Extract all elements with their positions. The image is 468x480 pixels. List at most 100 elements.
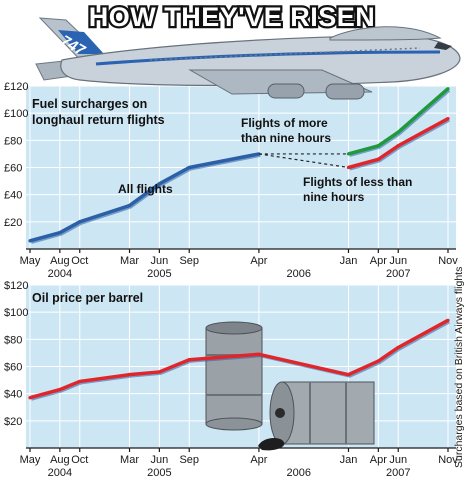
x-tick-label: Jun	[151, 454, 169, 466]
fuel-point-0-2	[78, 220, 82, 224]
oil-price-chart: $120 $100 $80 $60 $40 $20 May Aug Oct Mar Jun Sep A…	[4, 280, 458, 479]
x-tick-label: May	[20, 454, 41, 466]
y-tick-label: $20	[4, 416, 22, 428]
fuel-point-0-1	[58, 231, 62, 235]
fuel-point-0-4	[157, 182, 161, 186]
year-label: 2004	[48, 467, 72, 479]
fuel-point-1-1	[376, 144, 380, 148]
fuel-point-2-2	[396, 144, 400, 148]
fuel-chart-series	[28, 87, 451, 244]
oil-series-shadow-0	[31, 321, 450, 401]
fuel-chart-grid	[26, 85, 456, 249]
x-tick-label: Oct	[71, 454, 88, 466]
plane-tail-stripe	[58, 30, 104, 54]
y-tick-label: £120	[4, 81, 28, 93]
oil-point-0-6	[257, 352, 261, 356]
fuel-point-1-0	[346, 152, 351, 156]
y-tick-label: £100	[4, 108, 28, 120]
fuel-point-2-1	[376, 157, 380, 161]
oil-point-0-9	[396, 345, 400, 350]
annotation-short-flights: Flights of less than nine hours	[303, 175, 416, 204]
x-tick-label: Apr	[370, 255, 387, 267]
y-tick-label: $40	[4, 389, 22, 401]
oil-point-0-4	[157, 370, 161, 374]
x-tick-label: Apr	[370, 454, 387, 466]
lying-barrel	[281, 381, 375, 445]
fuel-surcharge-chart: £120 £100 £80 £60 £40 £20 May Aug Oct Mar Jun Sep A…	[4, 81, 458, 280]
oil-point-0-10	[446, 318, 450, 322]
y-tick-label: $80	[4, 334, 22, 346]
oil-point-0-8	[376, 359, 380, 363]
x-tick-label: Jun	[389, 454, 407, 466]
x-tick-label: Aug	[50, 454, 70, 466]
y-tick-label: £40	[4, 190, 22, 202]
year-label: 2007	[386, 268, 410, 280]
year-label: 2004	[48, 268, 72, 280]
x-tick-label: Sep	[179, 454, 199, 466]
x-tick-label: Sep	[179, 255, 199, 267]
plane-cheat-line	[95, 50, 441, 66]
oil-point-0-7	[346, 373, 351, 377]
plane-upper-deck	[329, 26, 442, 41]
oil-point-0-5	[187, 358, 191, 362]
fuel-series-line-2	[348, 117, 449, 170]
oil-point-0-2	[78, 379, 82, 384]
fuel-point-0-5	[187, 165, 191, 170]
oil-chart-y-ticks: $120 $100 $80 $60 $40 $20	[4, 280, 28, 428]
x-tick-label: Aug	[50, 255, 70, 267]
upright-barrel-lid	[205, 321, 263, 335]
x-tick-label: Jun	[389, 255, 407, 267]
y-tick-label: £60	[4, 163, 22, 175]
x-tick-label: Mar	[120, 454, 139, 466]
fuel-point-0-0	[28, 239, 32, 243]
y-tick-label: $60	[4, 362, 22, 374]
fuel-series-shadow-0	[31, 154, 261, 244]
oil-chart-title: Oil price per barrel	[32, 291, 143, 305]
fuel-point-2-0	[346, 165, 351, 170]
x-tick-label: Apr	[250, 454, 267, 466]
annotation-all-flights: All flights	[118, 182, 173, 196]
oil-chart-series	[28, 318, 450, 401]
year-label: 2005	[147, 268, 171, 280]
y-tick-label: $120	[4, 280, 28, 292]
oil-spill	[258, 438, 285, 451]
upright-barrel	[205, 327, 263, 425]
fuel-chart-title: Fuel surcharges on longhaul return fligh…	[32, 97, 165, 127]
fuel-point-1-3	[446, 87, 450, 91]
x-tick-label: Apr	[250, 255, 267, 267]
annotation-long-flights-line-2: than nine hours	[241, 131, 331, 145]
plane-cockpit-window	[434, 42, 452, 50]
y-tick-label: $100	[4, 307, 28, 319]
x-tick-label: Nov	[438, 255, 458, 267]
y-tick-label: £20	[4, 217, 22, 229]
fuel-series-shadow-2	[349, 119, 450, 171]
y-tick-label: £80	[4, 135, 22, 147]
year-label: 2006	[286, 467, 310, 479]
plane-engine-inner	[267, 83, 305, 99]
fuel-chart-y-ticks: £120 £100 £80 £60 £40 £20	[4, 81, 28, 229]
fuel-chart-title-line-2: longhaul return flights	[32, 113, 165, 127]
annotation-short-flights-line-1: Flights of less than	[303, 175, 412, 189]
oil-point-0-0	[28, 396, 32, 400]
year-label: 2007	[386, 467, 410, 479]
fuel-point-1-2	[396, 130, 400, 134]
fuel-series-line-1	[348, 87, 450, 156]
oil-point-0-1	[58, 387, 62, 392]
headline: HOW THEY'VE RISEN	[89, 2, 375, 32]
x-tick-label: Mar	[120, 255, 139, 267]
x-tick-label: Jan	[340, 255, 358, 267]
x-tick-label: Jun	[151, 255, 169, 267]
annotation-long-flights: Flights of more than nine hours	[241, 116, 331, 145]
x-tick-label: Oct	[71, 255, 88, 267]
fuel-series-shadow-1	[349, 89, 451, 157]
x-tick-label: Jan	[340, 454, 358, 466]
plane-window-row	[149, 47, 421, 61]
upright-barrel-base	[205, 417, 263, 431]
surcharge-source-note: Surcharges based on British Airways flig…	[453, 267, 465, 468]
fuel-point-2-3	[446, 117, 450, 121]
year-label: 2005	[147, 467, 171, 479]
plane-engine-outer	[325, 83, 365, 100]
